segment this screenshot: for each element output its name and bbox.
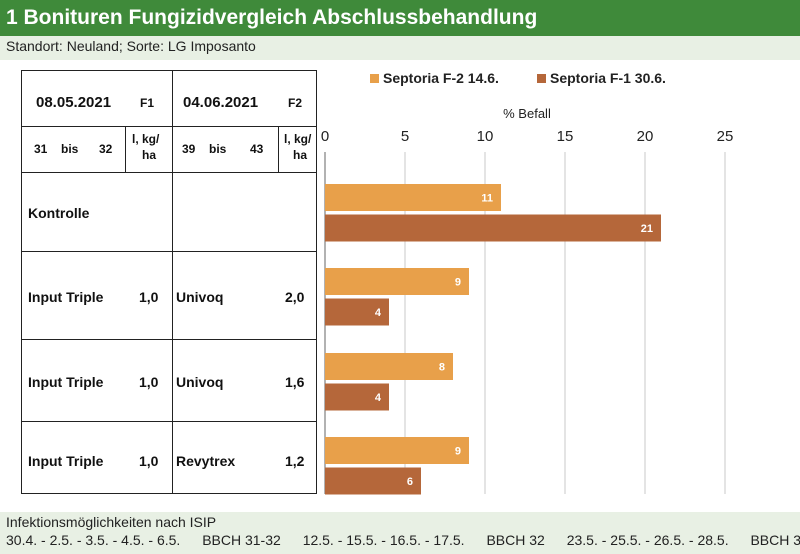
unit2-line1: l, kg/ bbox=[284, 132, 312, 146]
x-tick-label: 5 bbox=[401, 128, 409, 145]
bar-value-label: 6 bbox=[407, 476, 413, 488]
legend-swatch bbox=[370, 74, 379, 83]
unit2-line2: ha bbox=[293, 148, 308, 162]
x-tick-label: 0 bbox=[321, 128, 329, 145]
footer-period: 12.5. - 15.5. - 16.5. - 17.5. bbox=[302, 532, 465, 548]
x-axis-label: % Befall bbox=[503, 106, 551, 121]
legend-swatch bbox=[537, 74, 546, 83]
x-tick-label: 20 bbox=[637, 128, 654, 145]
bbch1-to: 32 bbox=[99, 142, 113, 156]
table-divider bbox=[22, 339, 316, 340]
treatment-table: 08.05.2021 F1 04.06.2021 F2 31 bis 32 l,… bbox=[21, 70, 317, 494]
row4-product1: Input Triple bbox=[28, 453, 104, 469]
footer-bbch: BBCH 31-32 bbox=[202, 532, 281, 548]
row2-product2: Univoq bbox=[176, 289, 224, 305]
table-divider bbox=[22, 126, 316, 127]
footer-periods: 30.4. - 2.5. - 3.5. - 4.5. - 6.5. BBCH 3… bbox=[6, 532, 800, 548]
bbch2-to: 43 bbox=[250, 142, 264, 156]
bar-value-label: 21 bbox=[641, 223, 653, 235]
bar bbox=[325, 214, 661, 242]
footer-bbch: BBCH 32 bbox=[486, 532, 545, 548]
row3-rate1: 1,0 bbox=[139, 374, 159, 390]
bbch2-bis: bis bbox=[209, 142, 227, 156]
f2-date: 04.06.2021 bbox=[183, 94, 259, 111]
chart-subtitle: Standort: Neuland; Sorte: LG Imposanto bbox=[6, 38, 256, 54]
footer-period: 30.4. - 2.5. - 3.5. - 4.5. - 6.5. bbox=[6, 532, 181, 548]
unit1-line1: l, kg/ bbox=[132, 132, 160, 146]
f2-label: F2 bbox=[288, 96, 303, 110]
legend-label: Septoria F-2 14.6. bbox=[383, 70, 499, 86]
footer-period: 23.5. - 25.5. - 26.5. - 28.5. bbox=[566, 532, 729, 548]
row3-rate2: 1,6 bbox=[285, 374, 305, 390]
bar-value-label: 4 bbox=[375, 392, 382, 404]
table-divider bbox=[22, 251, 316, 252]
row4-product2: Revytrex bbox=[176, 453, 236, 469]
table-divider bbox=[22, 172, 316, 173]
bar bbox=[325, 184, 501, 211]
bbch1-from: 31 bbox=[34, 142, 48, 156]
x-tick-label: 25 bbox=[717, 128, 734, 145]
bbch1-bis: bis bbox=[61, 142, 79, 156]
bbch2-from: 39 bbox=[182, 142, 196, 156]
row3-product1: Input Triple bbox=[28, 374, 104, 390]
bar bbox=[325, 353, 453, 380]
row3-product2: Univoq bbox=[176, 374, 224, 390]
f1-label: F1 bbox=[140, 96, 155, 110]
bar bbox=[325, 298, 389, 326]
table-divider bbox=[278, 126, 279, 172]
x-tick-label: 10 bbox=[477, 128, 494, 145]
row2-rate1: 1,0 bbox=[139, 289, 159, 305]
x-tick-label: 15 bbox=[557, 128, 574, 145]
row1-product1: Kontrolle bbox=[28, 205, 90, 221]
legend-label: Septoria F-1 30.6. bbox=[550, 70, 666, 86]
bar-value-label: 9 bbox=[455, 446, 461, 458]
row4-rate2: 1,2 bbox=[285, 453, 305, 469]
footer-bbch: BBCH 37-39 bbox=[750, 532, 800, 548]
row4-rate1: 1,0 bbox=[139, 453, 159, 469]
table-divider bbox=[22, 421, 316, 422]
f1-date: 08.05.2021 bbox=[36, 94, 112, 111]
table-divider bbox=[172, 71, 173, 493]
row2-product1: Input Triple bbox=[28, 289, 104, 305]
table-divider bbox=[125, 126, 126, 172]
unit1-line2: ha bbox=[142, 148, 157, 162]
bar bbox=[325, 383, 389, 411]
bar bbox=[325, 467, 421, 495]
row2-rate2: 2,0 bbox=[285, 289, 305, 305]
bar-value-label: 9 bbox=[455, 277, 461, 289]
bar bbox=[325, 437, 469, 464]
bar bbox=[325, 268, 469, 295]
bar-value-label: 8 bbox=[439, 362, 445, 374]
footer-title: Infektionsmöglichkeiten nach ISIP bbox=[6, 514, 217, 530]
bar-value-label: 11 bbox=[481, 193, 493, 205]
chart-title: 1 Bonituren Fungizidvergleich Abschlussb… bbox=[0, 0, 800, 36]
bar-value-label: 4 bbox=[375, 307, 382, 319]
